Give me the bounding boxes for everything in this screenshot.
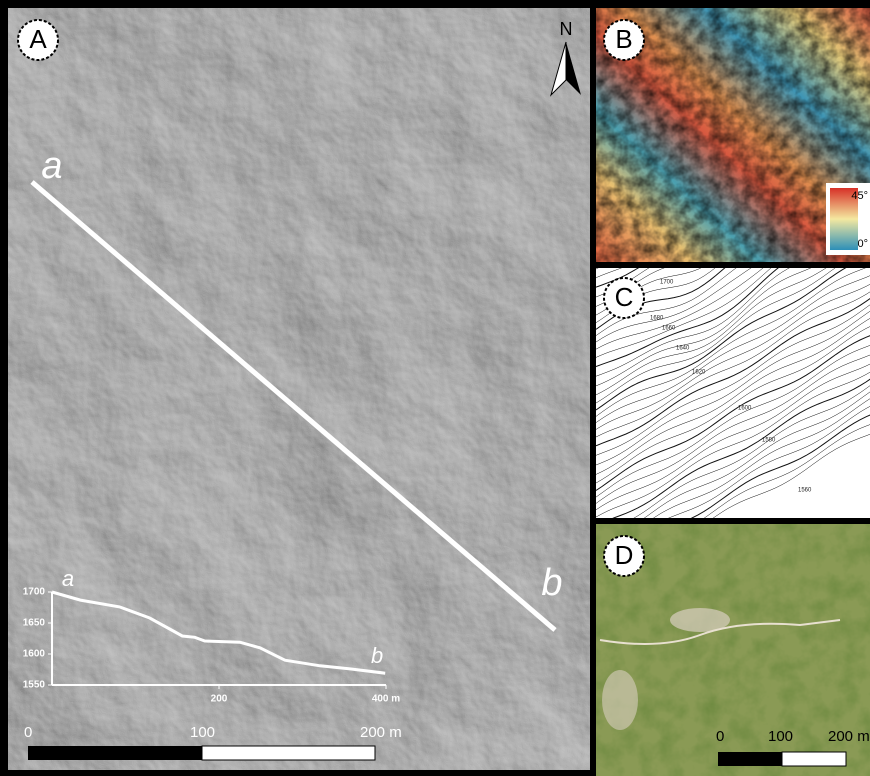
clearing [602,670,638,730]
scale-bar [201,745,376,761]
contour-line [596,268,737,336]
scale-label: 100 [190,724,215,741]
contour-line [596,268,812,387]
transect-start: a [41,145,62,187]
contour-line [703,424,870,518]
contour-label: 1700 [660,280,674,286]
panel-label: B [615,24,632,54]
contour-line [596,268,650,298]
scale-label: 0 [716,728,724,745]
x-tick-label: 200 [211,694,228,705]
scale-label: 100 [768,728,793,745]
contour-line [596,268,836,404]
legend-min: 0° [857,238,868,250]
y-tick-label: 1700 [23,587,46,598]
scale-bar [718,752,782,766]
contour-line [596,291,870,438]
y-tick-label: 1600 [23,649,46,660]
contour-label: 1640 [676,346,690,352]
hillshade [8,8,590,770]
contour-label: 1600 [738,406,752,412]
contour-line [596,268,764,350]
scale-label: 0 [24,724,32,741]
x-tick-label: 400 m [372,694,400,705]
contour-line [712,433,870,518]
legend-ramp [830,188,858,250]
contour-line [596,268,827,396]
transect-end: b [541,562,562,604]
contour-line [643,391,870,518]
profile-start: a [62,566,74,591]
contour-line [690,414,870,518]
panel-label: A [29,24,47,54]
contour-line [596,283,870,430]
legend-max: 45° [851,190,868,202]
y-tick-label: 1650 [23,618,46,629]
scale-bar [781,751,847,767]
contour-label: 1680 [650,316,664,322]
contour-line [596,268,866,417]
contour-line [596,268,665,307]
north-label: N [560,19,573,39]
panel-a: a b A N 0 100 200 m 1550 1600 1650 1700 200 4… [8,8,590,770]
panel-b: 45° 0° B [596,8,870,262]
contour-line [596,268,847,411]
contour-line [596,371,870,518]
contour-line [668,406,870,518]
contour-label: 1580 [762,438,776,444]
label-badge [603,277,645,319]
contour-line [653,398,870,518]
y-tick-label: 1550 [23,680,46,691]
contour-line [596,363,870,511]
profile-line [51,590,386,675]
clearing [670,608,730,632]
contour-line [596,310,870,466]
road [599,619,841,645]
profile-chart: 1550 1600 1650 1700 200 400 m a b [23,566,401,705]
contour-line [612,378,870,518]
scale-label: 200 m [828,728,870,745]
contour-line [596,275,870,423]
contour-line [596,268,752,343]
panel-d: 0 100 200 m D [596,524,870,776]
panel-c: 1700 1680 1660 1640 1620 1600 1580 1560 … [596,268,870,518]
contour-line [596,326,870,484]
label-badge [603,535,645,577]
panel-label: D [615,540,634,570]
contour-line [596,354,870,504]
contour-line [633,385,870,518]
contour-label: 1560 [798,488,812,494]
contour-line [596,345,870,498]
label-badge [603,19,645,61]
contour-line [596,268,772,358]
contour-line [596,297,870,447]
scale-bar [28,746,202,760]
contour-label: 1620 [692,370,706,376]
contour-map [596,268,870,518]
contour-line [596,304,870,456]
contour-line [596,268,702,316]
label-badge [17,19,59,61]
contour-line [596,268,779,367]
panel-label: C [615,282,634,312]
contour-line [596,268,790,377]
north-arrow [566,42,581,95]
scale-label: 200 m [360,724,402,741]
contour-label: 1660 [662,326,676,332]
transect [30,180,557,632]
contour-line [596,318,870,475]
contour-line [596,335,870,491]
profile-end: b [371,643,383,668]
